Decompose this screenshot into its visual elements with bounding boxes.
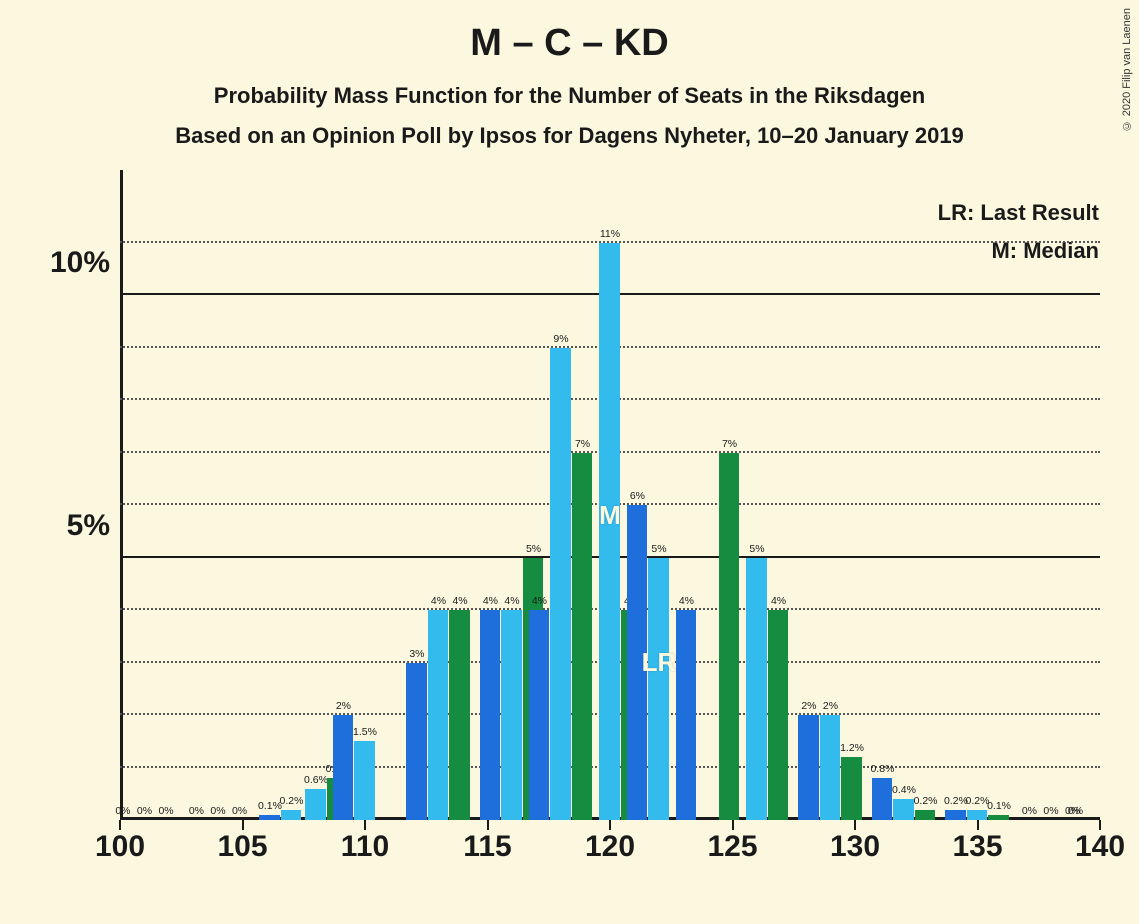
copyright-text: © 2020 Filip van Laenen [1121, 8, 1133, 131]
x-axis-tick [854, 820, 856, 830]
bar-value-label: 0% [1043, 805, 1058, 817]
bar [746, 558, 767, 821]
x-axis-tick-label: 110 [341, 830, 389, 864]
bar-value-label: 2% [801, 700, 816, 712]
bar-value-label: 3% [409, 648, 424, 660]
x-axis-tick-label: 100 [95, 830, 145, 864]
bar [599, 243, 620, 821]
bar-value-label: 0% [137, 805, 152, 817]
bar-value-label: 0% [115, 805, 130, 817]
bar [945, 810, 966, 821]
chart-title: M – C – KD [0, 0, 1139, 65]
bar-value-label: 0% [1068, 805, 1083, 817]
bar-value-label: 7% [722, 438, 737, 450]
bar-value-label: 7% [575, 438, 590, 450]
bar-value-label: 0.2% [280, 795, 304, 807]
x-axis-tick [364, 820, 366, 830]
y-axis-tick-label: 10% [50, 246, 110, 280]
bar [572, 453, 593, 821]
bar [550, 348, 571, 821]
bar-value-label: 4% [431, 595, 446, 607]
x-axis-tick [242, 820, 244, 830]
x-axis-tick-label: 120 [585, 830, 635, 864]
bar-value-label: 0.2% [966, 795, 990, 807]
bar [529, 610, 550, 820]
bar-value-label: 4% [483, 595, 498, 607]
bar-value-label: 0% [158, 805, 173, 817]
bar-value-label: 0.4% [892, 784, 916, 796]
x-axis-tick [119, 820, 121, 830]
bar [305, 789, 326, 821]
bar [988, 815, 1009, 820]
bar [676, 610, 697, 820]
bar [915, 810, 936, 821]
bar [281, 810, 302, 821]
bar [719, 453, 740, 821]
bar-value-label: 5% [526, 543, 541, 555]
bar [333, 715, 354, 820]
bar-value-label: 0.6% [304, 774, 328, 786]
bar [841, 757, 862, 820]
bar-value-label: 4% [532, 595, 547, 607]
bar [967, 810, 988, 821]
bar-value-label: 0% [189, 805, 204, 817]
x-axis-tick [1099, 820, 1101, 830]
bar-value-label: 0% [232, 805, 247, 817]
bar-value-label: 5% [651, 543, 666, 555]
bar-value-label: 0.1% [987, 800, 1011, 812]
bar [449, 610, 470, 820]
x-axis-tick [609, 820, 611, 830]
x-axis-tick-label: 105 [217, 830, 267, 864]
bar-value-label: 4% [771, 595, 786, 607]
bar [259, 815, 280, 820]
bar [501, 610, 522, 820]
bar [648, 558, 669, 821]
bar-value-label: 0.2% [944, 795, 968, 807]
bar-value-label: 4% [452, 595, 467, 607]
y-axis-tick-label: 5% [67, 509, 110, 543]
bar-value-label: 0.1% [258, 800, 282, 812]
bar-value-label: 9% [553, 333, 568, 345]
bar-value-label: 2% [336, 700, 351, 712]
last-result-marker: LR [642, 647, 677, 678]
bar [768, 610, 789, 820]
x-axis-tick [732, 820, 734, 830]
chart-subtitle-1: Probability Mass Function for the Number… [0, 83, 1139, 109]
bar [820, 715, 841, 820]
median-marker: M [599, 500, 621, 531]
bar [354, 741, 375, 820]
bar-value-label: 0.8% [870, 763, 894, 775]
bar-value-label: 1.5% [353, 726, 377, 738]
x-axis-tick [977, 820, 979, 830]
bar [480, 610, 501, 820]
x-axis-tick-label: 125 [707, 830, 757, 864]
bar [406, 663, 427, 821]
bar-value-label: 2% [823, 700, 838, 712]
bar-value-label: 0% [210, 805, 225, 817]
bar-value-label: 5% [749, 543, 764, 555]
bar [428, 610, 449, 820]
x-axis-tick-label: 130 [830, 830, 880, 864]
bar-value-label: 0% [1022, 805, 1037, 817]
x-axis-tick-label: 115 [463, 830, 511, 864]
x-axis-tick-label: 135 [952, 830, 1002, 864]
bar-value-label: 4% [504, 595, 519, 607]
bar [893, 799, 914, 820]
bar-value-label: 11% [600, 228, 620, 240]
x-axis-tick [487, 820, 489, 830]
bar [798, 715, 819, 820]
chart-subtitle-2: Based on an Opinion Poll by Ipsos for Da… [0, 123, 1139, 149]
bar [872, 778, 893, 820]
chart-plot-area: 0%0%0%0%0%0%0.1%0.2%0.6%0.8%2%1.5%3%4%4%… [120, 190, 1100, 820]
bar-value-label: 4% [679, 595, 694, 607]
bar-value-label: 6% [630, 490, 645, 502]
bar-value-label: 0.2% [914, 795, 938, 807]
x-axis-tick-label: 140 [1075, 830, 1125, 864]
bar-value-label: 1.2% [840, 742, 864, 754]
